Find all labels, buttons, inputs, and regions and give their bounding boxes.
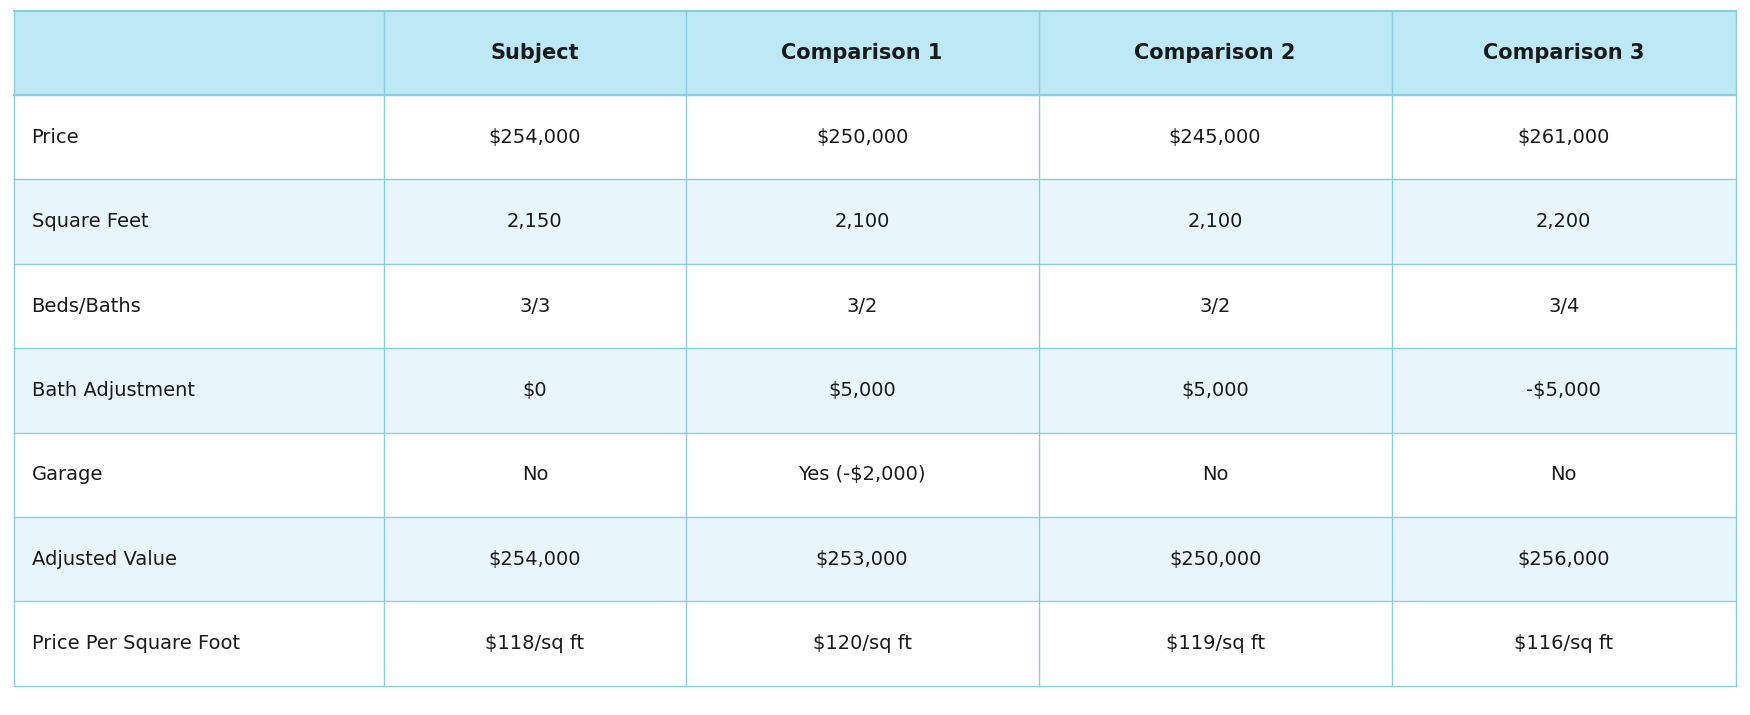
Bar xyxy=(14,517,1736,601)
Text: Square Feet: Square Feet xyxy=(31,212,149,231)
Text: No: No xyxy=(522,465,548,484)
Bar xyxy=(14,348,1736,433)
Text: $120/sq ft: $120/sq ft xyxy=(812,634,912,653)
Text: $245,000: $245,000 xyxy=(1169,128,1262,147)
Text: Price: Price xyxy=(31,128,79,147)
Text: $119/sq ft: $119/sq ft xyxy=(1166,634,1265,653)
Text: Comparison 1: Comparison 1 xyxy=(782,43,943,63)
Bar xyxy=(14,179,1736,264)
Text: 3/2: 3/2 xyxy=(847,297,878,315)
Text: $250,000: $250,000 xyxy=(816,128,908,147)
Text: $118/sq ft: $118/sq ft xyxy=(485,634,584,653)
Text: 2,100: 2,100 xyxy=(1188,212,1242,231)
Text: Yes (-$2,000): Yes (-$2,000) xyxy=(798,465,926,484)
Text: No: No xyxy=(1550,465,1577,484)
Text: $254,000: $254,000 xyxy=(488,550,581,568)
Text: 3/4: 3/4 xyxy=(1549,297,1580,315)
Bar xyxy=(14,264,1736,348)
Text: $116/sq ft: $116/sq ft xyxy=(1514,634,1614,653)
Bar xyxy=(14,95,1736,179)
Text: $250,000: $250,000 xyxy=(1169,550,1262,568)
Text: Bath Adjustment: Bath Adjustment xyxy=(31,381,194,400)
Text: 2,100: 2,100 xyxy=(835,212,889,231)
Text: 3/2: 3/2 xyxy=(1199,297,1230,315)
Text: Subject: Subject xyxy=(490,43,579,63)
Text: 3/3: 3/3 xyxy=(520,297,551,315)
Text: $254,000: $254,000 xyxy=(488,128,581,147)
Bar xyxy=(14,601,1736,686)
Bar xyxy=(14,11,1736,95)
Text: $5,000: $5,000 xyxy=(828,381,896,400)
Text: Garage: Garage xyxy=(31,465,103,484)
Text: 2,200: 2,200 xyxy=(1536,212,1591,231)
Text: Price Per Square Foot: Price Per Square Foot xyxy=(31,634,240,653)
Text: $256,000: $256,000 xyxy=(1517,550,1610,568)
Text: 2,150: 2,150 xyxy=(507,212,564,231)
Text: Beds/Baths: Beds/Baths xyxy=(31,297,142,315)
Text: $5,000: $5,000 xyxy=(1181,381,1249,400)
Text: -$5,000: -$5,000 xyxy=(1526,381,1601,400)
Text: Adjusted Value: Adjusted Value xyxy=(31,550,177,568)
Text: $253,000: $253,000 xyxy=(816,550,908,568)
Text: Comparison 2: Comparison 2 xyxy=(1134,43,1295,63)
Text: Comparison 3: Comparison 3 xyxy=(1482,43,1645,63)
Bar xyxy=(14,433,1736,517)
Text: No: No xyxy=(1202,465,1228,484)
Text: $0: $0 xyxy=(523,381,548,400)
Text: $261,000: $261,000 xyxy=(1517,128,1610,147)
